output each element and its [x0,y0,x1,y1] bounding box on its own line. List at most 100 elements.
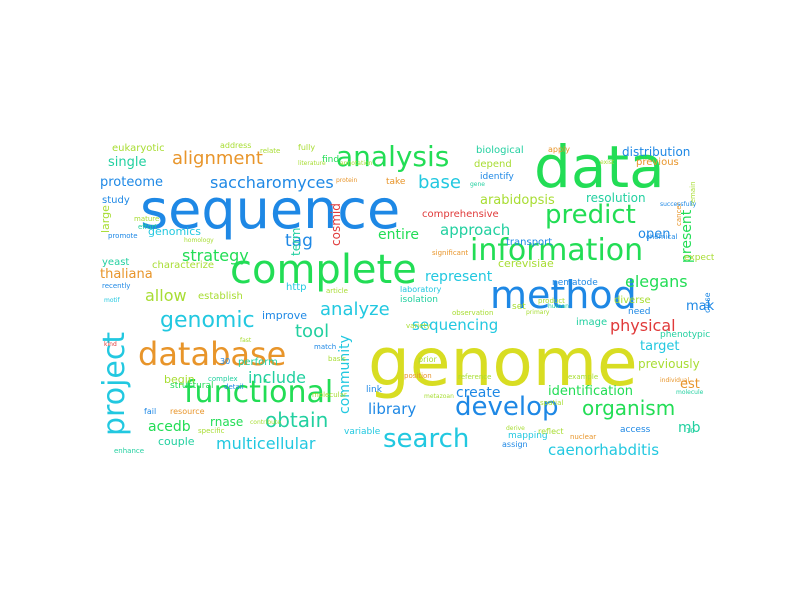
word-cerevisiae: cerevisiae [498,257,554,270]
word-address: address [220,141,252,150]
word-annotation: annotation [340,160,373,167]
word-distribution: distribution [622,145,691,159]
word-fast: fast [240,337,252,344]
word-large: large [100,205,112,233]
word-chemical: chemical [646,233,678,241]
word-variety: variety [406,322,431,330]
word-nuclear: nuclear [570,433,597,441]
word-gene: gene [470,181,485,188]
word-kind: kind [104,341,117,348]
word-sequencing: sequencing [412,316,499,334]
word-yeast: yeast [102,257,130,268]
word-tag: tag [285,231,313,251]
word-literature: literature [298,160,326,167]
word-effort: effort [138,223,158,231]
word-reference: reference [458,373,492,381]
word-analysis: analysis [336,140,450,173]
word-successfully: successfully [660,201,697,208]
word-match: match [314,343,337,351]
word-reflect: reflect [538,427,564,436]
word-approach: approach [440,221,511,239]
word-identification: identification [548,384,634,399]
word-basis: basis [328,355,346,363]
word-exist: exist [600,159,615,166]
word-establish: establish [198,291,243,302]
word-genomic: genomic [160,308,255,333]
word-product: product [538,297,565,305]
word-arabidopsis: arabidopsis [480,193,555,208]
word-10: 10 [686,427,695,435]
word-set: set [512,302,526,312]
word-30: 30 [220,357,231,366]
word-prior: prior [418,355,437,364]
word-laboratory: laboratory [400,285,442,294]
word-derive: derive [506,425,525,432]
word-position: position [404,372,432,380]
word-specific: specific [198,427,225,435]
word-complete: complete [230,247,417,293]
word-database: database [138,335,287,373]
word-assign: assign [502,440,528,449]
word-make: make [686,299,714,314]
word-fully: fully [298,143,316,152]
word-article: article [326,287,348,295]
word-develop: develop [455,392,559,422]
word-previous: previous [636,157,679,168]
word-metazoan: metazoan [424,393,454,400]
word-proteome: proteome [100,175,163,190]
word-functional: functional [184,375,334,410]
word-open: open [638,227,671,242]
word-complex: complex [208,375,238,383]
word-significant: significant [432,249,469,257]
word-molecular: molecular [312,391,347,399]
word-human: human [548,303,569,310]
word-apply: apply [548,145,571,154]
word-rnase: rnase [210,415,244,429]
word-identify: identify [480,172,514,182]
word-cloud: genome sequence data complete method inf… [100,138,714,460]
word-mapping: mapping [508,431,548,441]
word-motif: motif [104,297,120,304]
word-improve: improve [262,309,308,322]
word-comprehensive: comprehensive [422,209,499,220]
word-access: access [620,425,651,435]
word-couple: couple [158,435,195,448]
word-caenorhabditis: caenorhabditis [548,441,660,459]
word-genome: genome [368,324,638,401]
word-resolution: resolution [586,191,646,205]
word-enhance: enhance [114,447,145,455]
word-sequence: sequence [140,178,401,241]
word-diverse: diverse [614,295,651,306]
word-tool: tool [295,321,330,342]
word-close: close [703,292,712,313]
word-predict: predict [545,200,636,230]
word-organism: organism [582,396,676,420]
word-link: link [366,385,382,395]
word-recently: recently [102,282,131,290]
word-characterize: characterize [152,260,215,271]
word-transport: transport [506,237,553,248]
word-alignment: alignment [172,148,263,169]
word-single: single [108,155,147,170]
word-fail: fail [144,407,157,416]
word-http: http [286,282,307,293]
word-allow: allow [145,286,187,305]
word-term: term [289,227,303,257]
word-spatial: spatial [540,399,564,407]
word-community: community [337,335,353,414]
word-phenotypic: phenotypic [660,330,711,340]
word-physical: physical [610,316,676,335]
word-need: need [628,307,651,317]
word-isolation: isolation [400,295,438,305]
word-resource: resource [170,407,205,416]
word-detail: detail [224,383,244,391]
word-nematode: nematode [552,278,598,288]
word-mature: mature [134,215,160,223]
word-saccharomyces: saccharomyces [210,173,334,192]
word-elegans: elegans [625,272,688,291]
word-method: method [490,273,637,317]
word-individual: individual [660,377,690,384]
word-cosmid: cosmid [329,203,343,246]
word-obtain: obtain [265,408,329,432]
word-eukaryotic: eukaryotic [112,143,165,154]
